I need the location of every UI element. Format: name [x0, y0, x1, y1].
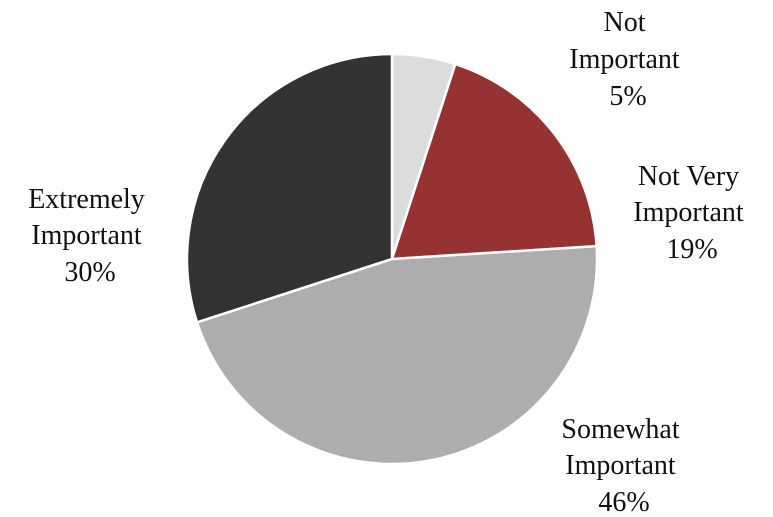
pie-slices — [185, 52, 599, 466]
slice-label-extremely-important: Extremely Important 30% — [28, 184, 152, 288]
pie-labels: Not Important 5% Not Very Important 19% … — [28, 7, 750, 517]
slice-label-not-important: Not Important 5% — [569, 7, 686, 112]
slice-label-somewhat-important: Somewhat Important 46% — [561, 414, 686, 517]
pie-slice-not-very-important — [390, 62, 598, 261]
pie-slice-somewhat-important — [195, 244, 599, 466]
slice-label-not-very-important: Not Very Important 19% — [633, 161, 750, 265]
pie-slice-extremely-important — [185, 52, 394, 324]
